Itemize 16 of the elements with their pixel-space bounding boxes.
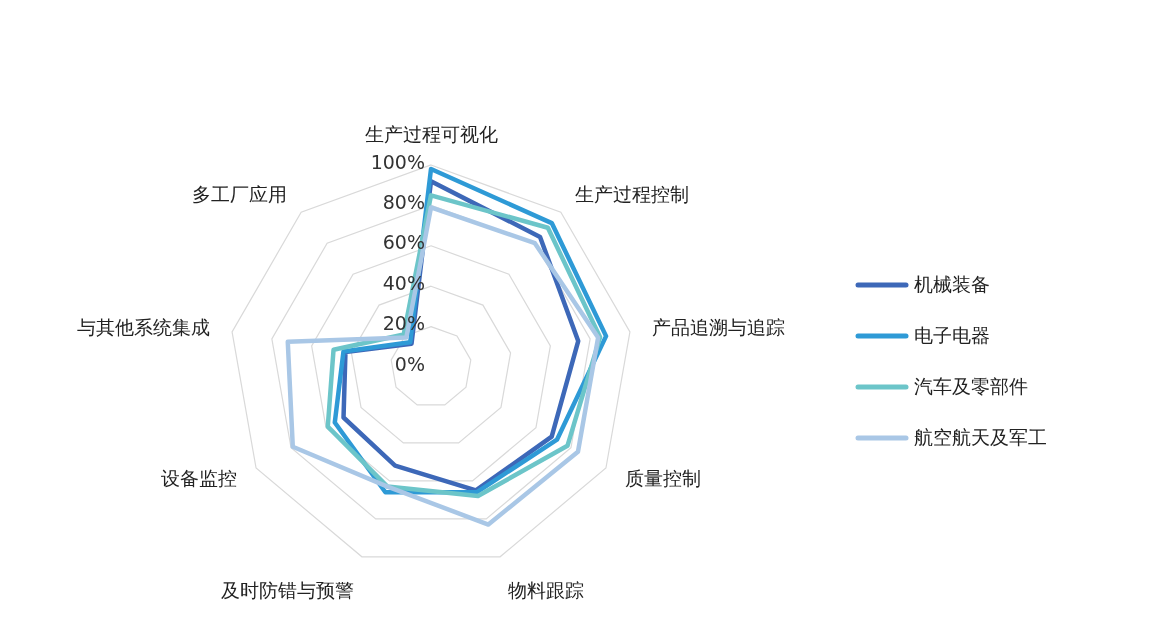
spoke-label: 质量控制 [624, 466, 701, 489]
spoke-label: 设备监控 [161, 466, 238, 489]
y-tick-label: 100% [370, 150, 425, 173]
y-tick-label: 80% [382, 190, 425, 213]
spoke-label: 与其他系统集成 [77, 315, 211, 338]
spoke-label: 物料跟踪 [507, 578, 584, 601]
legend-label: 航空航天及军工 [914, 425, 1047, 448]
legend-label: 机械装备 [914, 272, 990, 295]
spoke-label: 生产过程控制 [574, 182, 689, 205]
legend-label: 电子电器 [914, 323, 990, 346]
spoke-label: 生产过程可视化 [364, 122, 498, 145]
spoke-label: 及时防错与预警 [221, 578, 355, 601]
spoke-label: 产品追溯与追踪 [651, 315, 785, 338]
spoke-label: 多工厂应用 [192, 182, 288, 205]
y-tick-label: 0% [394, 352, 425, 375]
legend-label: 汽车及零部件 [914, 374, 1028, 397]
